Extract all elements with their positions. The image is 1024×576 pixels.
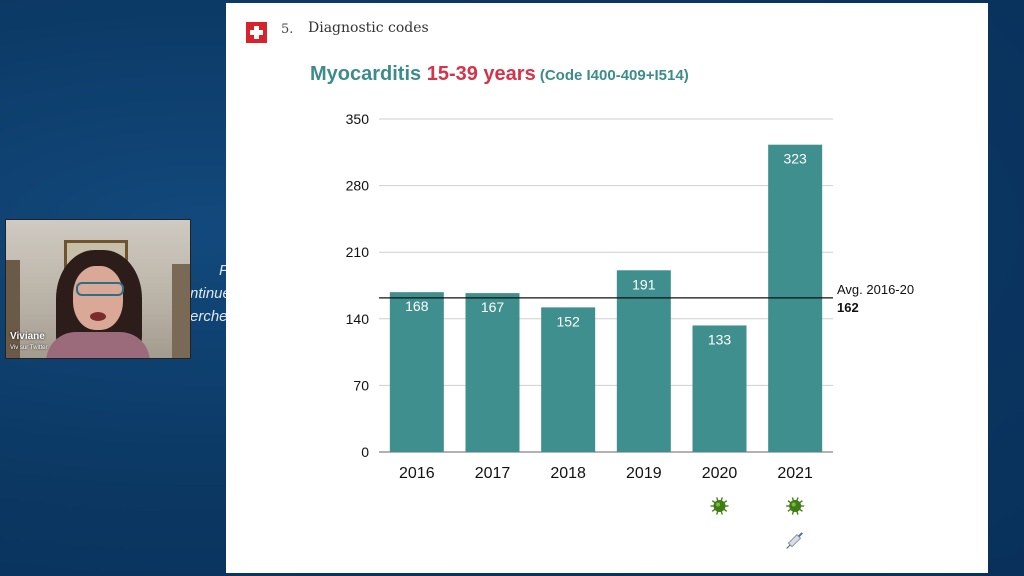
webcam-caption: Viviane Viv sur Twitter [5,327,189,357]
virus-icon [786,497,805,515]
presentation-slide: 5. Diagnostic codes Myocarditis 15-39 ye… [226,3,988,573]
y-tick-label: 0 [361,444,369,460]
swiss-flag-icon [246,22,267,43]
y-tick-label: 210 [346,244,370,260]
x-tick-label: 2021 [777,465,813,482]
bar-value-label: 133 [708,331,732,347]
bar-chart: 0 70 140 210 280 350 168 2016 167 2017 152 2018 191 2… [346,111,914,549]
y-tick-label: 280 [346,178,370,194]
bar-value-label: 167 [481,299,505,315]
section-number: 5. [281,22,294,37]
bar [465,293,520,452]
x-tick-label: 2016 [399,465,435,482]
webcam-video [5,219,191,359]
x-tick-label: 2020 [702,465,738,482]
average-value: 162 [837,300,859,315]
bar [389,292,444,452]
chart-title-code: (Code I400-409+I514) [535,67,689,84]
bar-value-label: 323 [783,151,807,167]
participant-subtitle: Viv sur Twitter [10,345,48,351]
bar-value-label: 152 [556,313,580,329]
bar [692,325,747,452]
y-tick-label: 140 [346,311,370,327]
x-tick-label: 2019 [626,465,662,482]
bar [541,307,596,452]
x-tick-label: 2017 [475,465,511,482]
bar [616,270,671,452]
y-tick-label: 350 [346,111,370,127]
chart-title-main: Myocarditis [310,63,427,85]
participant-name: Viviane [10,331,45,342]
chart-title: Myocarditis 15-39 years (Code I400-409+I… [310,63,689,86]
chart-title-age: 15-39 years [426,63,536,85]
y-tick-label: 70 [353,377,369,393]
x-tick-label: 2018 [550,465,586,482]
background-text-3: erche [190,308,228,325]
bar-value-label: 191 [632,276,656,292]
background-text-1: P [219,262,230,279]
virus-icon [710,497,729,515]
average-label: Avg. 2016-20 [837,282,914,297]
bar-value-label: 168 [405,298,429,314]
section-title: Diagnostic codes [308,20,429,36]
background-text-2: ntinue [190,285,231,302]
syringe-icon [786,532,803,549]
